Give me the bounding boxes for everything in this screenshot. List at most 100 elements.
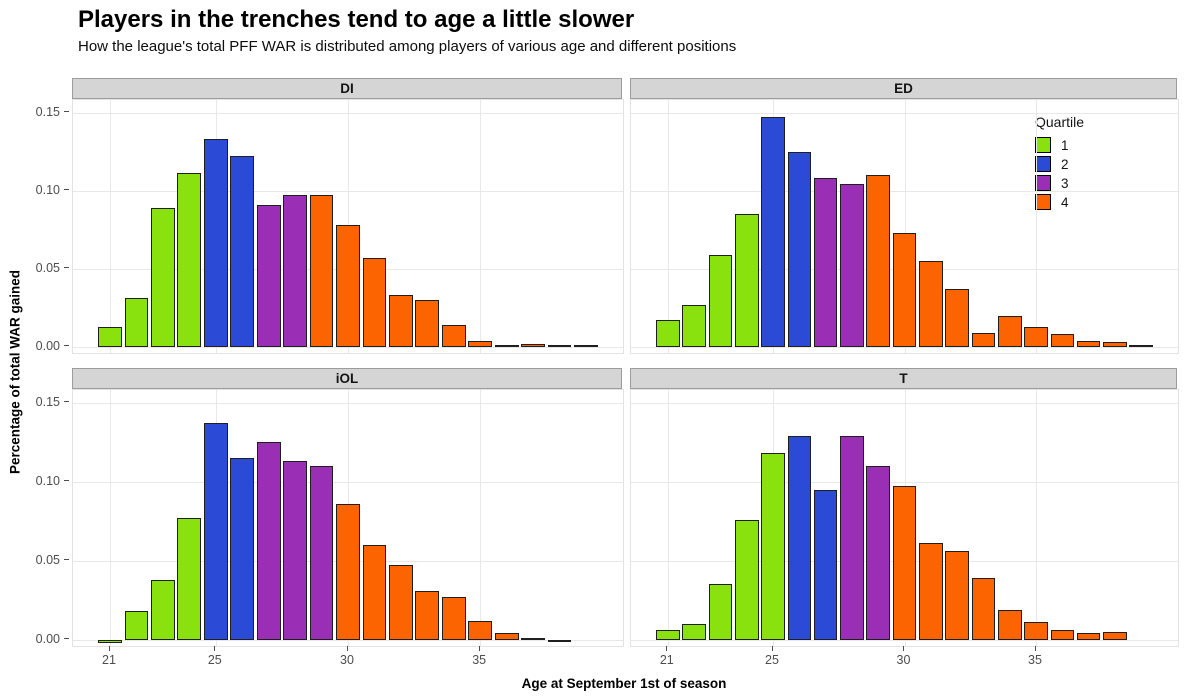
bar-age-29 [309,195,334,347]
bar-age-30 [336,503,360,640]
y-tick-mark [64,111,69,112]
x-tick-mark [108,646,110,651]
bar-age-23 [151,579,175,640]
bar-age-25 [761,453,785,640]
gridline-vertical [110,390,111,646]
x-tick-mark [214,646,216,651]
y-tick-label: 0.05 [35,552,60,567]
legend-label: 1 [1061,137,1069,153]
y-tick-mark [64,345,69,347]
bar-age-35 [1024,622,1048,640]
legend-entry-q1: 1 [1035,137,1084,153]
y-tick-label: 0.15 [35,394,60,409]
x-tick-mark [1034,646,1036,651]
facet-strip-di: DI [72,78,622,99]
facet-panel-di [72,99,624,354]
bar-age-29 [309,465,334,640]
bar-age-35 [468,620,493,640]
facet-strip-label: ED [894,81,913,96]
bar-age-29 [866,175,891,347]
bar-age-33 [415,590,440,640]
x-tick-label: 35 [472,653,487,667]
y-tick-mark [64,480,69,482]
gridline-vertical [904,100,906,353]
bar-age-26 [787,435,812,640]
legend-swatch-q3-icon [1035,175,1051,191]
bar-age-26 [230,156,255,347]
gridline-vertical [1036,390,1037,646]
facet-strip-label: DI [340,81,354,96]
legend-label: 3 [1061,175,1069,191]
bar-age-37 [521,638,545,641]
y-tick-mark [64,638,69,640]
bar-age-21 [98,639,122,643]
bar-age-24 [177,518,202,640]
bar-age-29 [866,465,891,640]
facet-strip-label: T [899,371,908,386]
bar-age-32 [945,289,969,347]
bar-age-31 [362,544,387,640]
bar-age-37 [1076,340,1101,347]
bar-age-25 [761,117,785,347]
bar-age-22 [124,611,149,640]
bar-age-37 [1076,633,1101,640]
chart-title: Players in the trenches tend to age a li… [78,6,635,33]
gridline-vertical [1036,100,1037,353]
bar-age-25 [203,423,228,640]
bar-age-24 [734,214,759,347]
bar-age-23 [708,584,733,640]
bar-age-34 [997,609,1022,640]
bar-age-27 [813,178,838,347]
facet-panel-ed: Quartile 1 2 3 4 [630,99,1179,354]
bar-age-26 [230,458,255,640]
bar-age-30 [336,224,360,347]
x-tick-mark [346,646,348,651]
x-tick-label: 21 [102,653,116,667]
bar-age-28 [283,461,307,640]
facet-strip-iol: iOL [72,368,622,389]
bar-age-37 [521,343,545,347]
bar-age-32 [945,551,969,640]
gridline-vertical [480,390,482,646]
x-tick-label: 25 [207,653,222,667]
bar-age-31 [362,257,387,347]
bar-age-33 [415,299,440,347]
bar-age-32 [389,295,413,347]
bar-age-22 [124,298,149,347]
legend-swatch-q1-icon [1035,137,1051,153]
bar-age-39 [1129,345,1153,348]
gridline-vertical [480,100,482,353]
bar-age-30 [892,232,917,347]
bar-age-32 [389,565,413,640]
y-tick-mark [64,267,69,269]
legend-label: 4 [1061,194,1069,210]
x-tick-mark [903,646,904,651]
legend-title: Quartile [1035,114,1085,130]
x-tick-label: 35 [1028,653,1042,667]
y-tick-mark [64,401,69,403]
legend-entry-q2: 2 [1035,156,1084,172]
bar-age-34 [441,597,466,640]
x-tick-label: 25 [765,653,779,667]
bar-age-36 [1050,630,1075,640]
bar-age-39 [574,345,598,348]
facet-panel-t [630,389,1179,647]
y-tick-mark [64,189,69,191]
gridline-vertical [667,100,669,353]
y-tick-label: 0.15 [35,104,60,119]
bar-age-36 [1050,334,1075,347]
x-tick-mark [666,646,668,651]
y-tick-label: 0.10 [35,473,60,488]
legend-entry-q3: 3 [1035,175,1084,191]
y-tick-label: 0.05 [35,260,60,275]
bar-age-38 [547,639,572,642]
bar-age-31 [919,543,943,640]
y-tick-label: 0.00 [35,338,60,353]
chart-subtitle: How the league's total PFF WAR is distri… [78,38,737,55]
legend-label: 2 [1061,156,1069,172]
bar-age-35 [1024,326,1048,347]
facet-strip-t: T [630,368,1177,389]
x-tick-label: 21 [659,653,674,667]
bar-age-21 [98,326,122,347]
bar-age-21 [656,320,680,347]
